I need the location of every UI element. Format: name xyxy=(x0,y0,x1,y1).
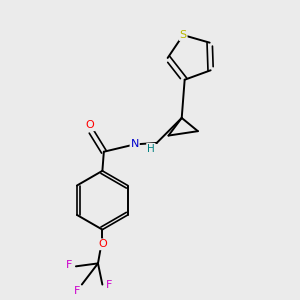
Text: O: O xyxy=(98,239,107,249)
Text: H: H xyxy=(147,144,155,154)
Text: F: F xyxy=(74,286,81,296)
Text: F: F xyxy=(66,260,73,270)
Text: F: F xyxy=(106,280,112,290)
Text: O: O xyxy=(86,120,94,130)
Text: N: N xyxy=(130,140,139,149)
Text: S: S xyxy=(179,30,187,40)
